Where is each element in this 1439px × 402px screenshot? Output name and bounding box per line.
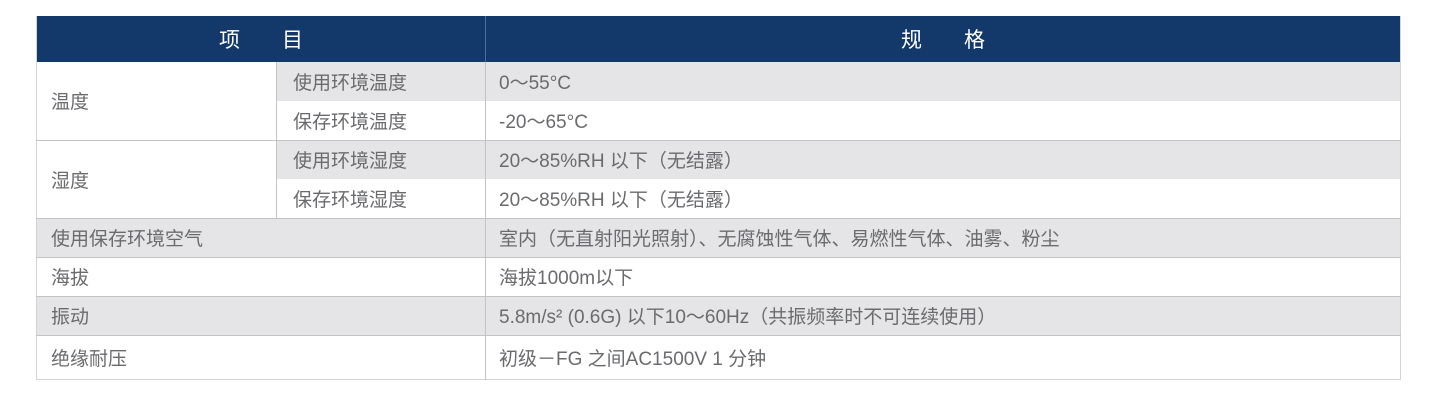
row-label: 海拔 (36, 256, 486, 296)
row-label: 使用环境湿度 (276, 139, 486, 179)
row-value: 20～85%RH 以下（无结露） (485, 179, 1401, 218)
row-label: 使用环境温度 (276, 62, 486, 101)
row-label: 保存环境湿度 (276, 179, 486, 218)
table-row-humidity-operating: 湿度 使用环境湿度 20～85%RH 以下（无结露） (36, 139, 1401, 218)
header-cell-item: 项 目 (36, 16, 486, 62)
table-row-insulation: 绝缘耐压 初级－FG 之间AC1500V 1 分钟 (36, 334, 1401, 379)
row-label: 绝缘耐压 (36, 334, 486, 379)
table-row-humidity-storage: 保存环境湿度 20～85%RH 以下（无结露） (37, 179, 1401, 218)
row-value: 5.8m/s² (0.6G) 以下10～60Hz（共振频率时不可连续使用） (485, 295, 1401, 335)
row-value: 初级－FG 之间AC1500V 1 分钟 (485, 334, 1401, 379)
group-cell-humidity: 湿度 (36, 139, 277, 218)
row-value: -20～65°C (485, 101, 1401, 140)
row-value: 室内（无直射阳光照射）、无腐蚀性气体、易燃性气体、油雾、粉尘 (485, 217, 1401, 257)
header-row: 项 目 规 格 (36, 16, 1401, 62)
table-row-temp-storage: 保存环境温度 -20～65°C (37, 101, 1401, 140)
group-cell-temperature: 温度 (36, 62, 277, 140)
row-value: 20～85%RH 以下（无结露） (485, 139, 1401, 179)
table-row-vibration: 振动 5.8m/s² (0.6G) 以下10～60Hz（共振频率时不可连续使用） (36, 295, 1401, 335)
table-body: 温度 使用环境温度 0～55°C 保存环境温度 -20～65°C 湿度 使用环境… (36, 62, 1401, 379)
row-value: 海拔1000m以下 (485, 256, 1401, 296)
row-value: 0～55°C (485, 62, 1401, 101)
row-label: 振动 (36, 295, 486, 335)
page: 项 目 规 格 温度 使用环境温度 0～55°C 保存环境温度 -20～65°C… (36, 16, 1401, 380)
header-cell-spec: 规 格 (485, 16, 1401, 62)
table-row-ambient-air: 使用保存环境空气 室内（无直射阳光照射）、无腐蚀性气体、易燃性气体、油雾、粉尘 (36, 217, 1401, 257)
table-row-temp-operating: 温度 使用环境温度 0～55°C (36, 62, 1401, 140)
row-label: 保存环境温度 (276, 101, 486, 140)
spec-table: 项 目 规 格 温度 使用环境温度 0～55°C 保存环境温度 -20～65°C… (36, 16, 1401, 380)
row-label: 使用保存环境空气 (36, 217, 486, 257)
table-row-altitude: 海拔 海拔1000m以下 (36, 256, 1401, 296)
table-header: 项 目 规 格 (36, 16, 1401, 62)
